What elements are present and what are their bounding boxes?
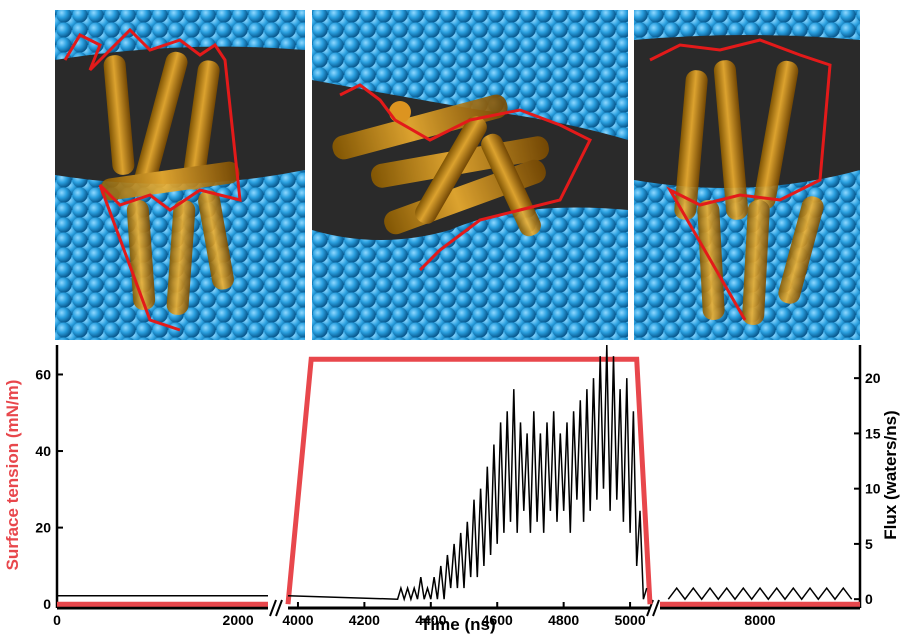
panel-2: [312, 10, 628, 340]
y-tick-label: 0: [43, 596, 51, 612]
series-line: [667, 586, 853, 601]
y2-axis-label: Flux (waters/ns): [881, 410, 900, 539]
x-tick-label: 0: [53, 612, 61, 628]
y2-tick-label: 20: [865, 370, 881, 386]
x-tick-label: 4000: [282, 612, 313, 628]
x-tick-label: 2000: [223, 612, 254, 628]
x-tick-label: 4200: [349, 612, 380, 628]
x-axis-label: Time (ns): [420, 615, 495, 634]
y2-tick-label: 5: [865, 536, 873, 552]
x-tick-label: 4400: [415, 612, 446, 628]
y2-tick-label: 15: [865, 425, 881, 441]
series-line: [287, 344, 648, 602]
panel-1: [55, 10, 305, 340]
y-axis-label: Surface tension (mN/m): [3, 380, 22, 571]
x-tick-label: 4800: [548, 612, 579, 628]
axis-break: [652, 599, 660, 617]
x-tick-label: 5000: [614, 612, 645, 628]
y-tick-label: 40: [35, 443, 51, 459]
axis-break: [275, 599, 283, 617]
series-line: [285, 356, 653, 605]
y2-tick-label: 10: [865, 481, 881, 497]
axis-break: [269, 599, 277, 617]
panel-3: [634, 10, 860, 340]
x-tick-label: 8000: [744, 612, 775, 628]
y-tick-label: 20: [35, 520, 51, 536]
x-tick-label: 4600: [482, 612, 513, 628]
y2-tick-label: 0: [865, 591, 873, 607]
y-tick-label: 60: [35, 366, 51, 382]
